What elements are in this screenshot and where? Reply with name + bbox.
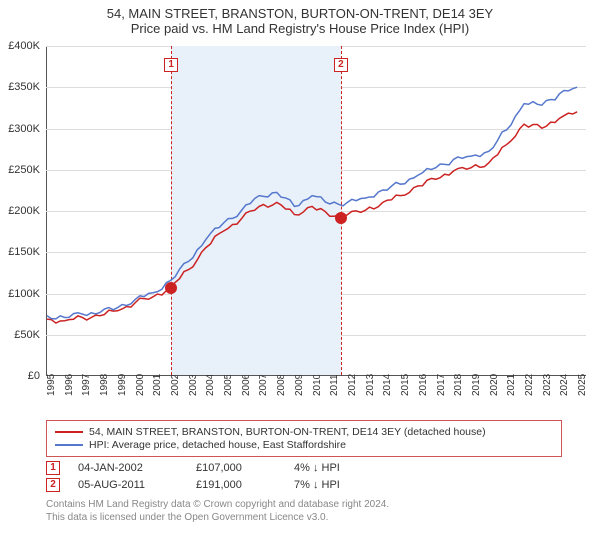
x-tick-label: 2009 [294,374,305,396]
x-tick-label: 2006 [241,374,252,396]
x-tick-label: 2019 [471,374,482,396]
x-tick-label: 1997 [81,374,92,396]
y-tick-label: £100K [8,288,40,300]
event-row: 1 04-JAN-2002 £107,000 4% ↓ HPI [46,461,562,475]
x-tick-label: 1995 [46,374,57,396]
footer-line2: This data is licensed under the Open Gov… [46,511,562,524]
event-date: 05-AUG-2011 [78,479,178,491]
x-tick-label: 2012 [347,374,358,396]
event-marker-box: 1 [46,461,60,475]
footer-attribution: Contains HM Land Registry data © Crown c… [46,498,562,524]
x-tick-label: 2007 [258,374,269,396]
x-tick-label: 2023 [542,374,553,396]
x-tick-label: 2002 [170,374,181,396]
x-tick-label: 2005 [223,374,234,396]
series-line-hpi [47,87,577,319]
legend-label: HPI: Average price, detached house, East… [89,439,346,451]
legend-swatch [55,431,83,433]
x-tick-label: 2001 [152,374,163,396]
legend: 54, MAIN STREET, BRANSTON, BURTON-ON-TRE… [46,420,562,457]
events-table: 1 04-JAN-2002 £107,000 4% ↓ HPI 2 05-AUG… [46,461,562,492]
event-marker-box: 2 [46,478,60,492]
y-tick-label: £200K [8,205,40,217]
x-tick-label: 2018 [453,374,464,396]
chart-title-block: 54, MAIN STREET, BRANSTON, BURTON-ON-TRE… [0,0,600,38]
x-tick-label: 2020 [489,374,500,396]
price-marker [165,282,177,294]
x-tick-label: 2021 [506,374,517,396]
event-date: 04-JAN-2002 [78,462,178,474]
plot-area: 12 [46,46,586,376]
y-tick-label: £350K [8,81,40,93]
legend-item: HPI: Average price, detached house, East… [55,439,553,451]
y-tick-label: £400K [8,40,40,52]
event-price: £107,000 [196,462,276,474]
x-tick-label: 2015 [400,374,411,396]
series-line-property [47,112,577,323]
y-tick-label: £250K [8,164,40,176]
x-tick-label: 2024 [559,374,570,396]
x-tick-label: 2000 [135,374,146,396]
line-chart-svg [47,46,586,375]
plot-container: £0 £50K £100K £150K £200K £250K £300K £350K £400… [0,38,600,418]
price-marker [335,212,347,224]
y-tick-label: £150K [8,246,40,258]
x-tick-label: 2025 [577,374,588,396]
y-tick-label: £50K [14,329,40,341]
chart-title-line1: 54, MAIN STREET, BRANSTON, BURTON-ON-TRE… [0,6,600,21]
x-tick-label: 2011 [329,374,340,396]
x-tick-label: 1996 [64,374,75,396]
chart-title-line2: Price paid vs. HM Land Registry's House … [0,21,600,36]
x-tick-label: 2022 [524,374,535,396]
x-tick-label: 1998 [99,374,110,396]
x-tick-label: 1999 [117,374,128,396]
y-axis: £0£50K£100K£150K£200K£250K£300K£350K£400… [0,46,44,376]
y-tick-label: £0 [28,370,40,382]
x-tick-label: 2004 [205,374,216,396]
legend-label: 54, MAIN STREET, BRANSTON, BURTON-ON-TRE… [89,426,486,438]
x-tick-label: 2016 [418,374,429,396]
event-row: 2 05-AUG-2011 £191,000 7% ↓ HPI [46,478,562,492]
x-tick-label: 2014 [382,374,393,396]
y-tick-label: £300K [8,123,40,135]
legend-swatch [55,444,83,446]
event-delta: 7% ↓ HPI [294,479,394,491]
event-delta: 4% ↓ HPI [294,462,394,474]
x-tick-label: 2017 [436,374,447,396]
x-tick-label: 2010 [312,374,323,396]
x-tick-label: 2008 [276,374,287,396]
event-price: £191,000 [196,479,276,491]
x-tick-label: 2003 [188,374,199,396]
x-axis: 1995199619971998199920002001200220032004… [46,378,586,418]
x-tick-label: 2013 [365,374,376,396]
footer-line1: Contains HM Land Registry data © Crown c… [46,498,562,511]
legend-item: 54, MAIN STREET, BRANSTON, BURTON-ON-TRE… [55,426,553,438]
